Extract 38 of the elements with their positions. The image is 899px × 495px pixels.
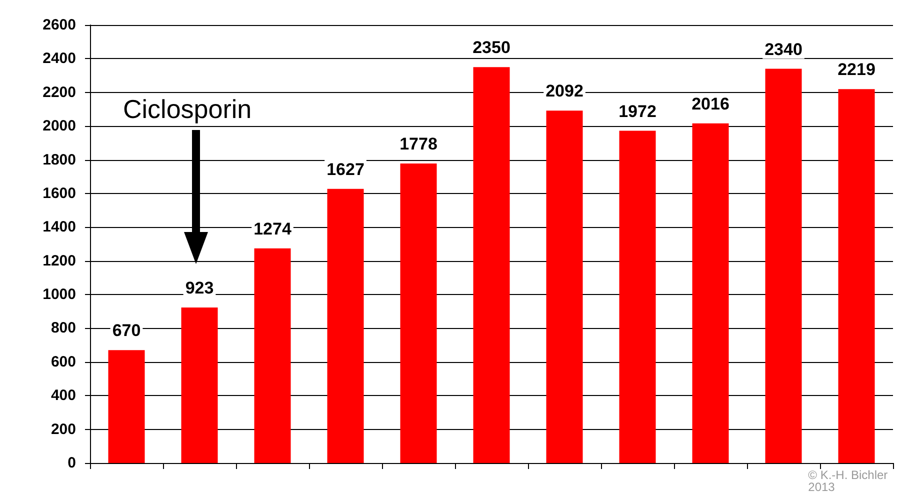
y-tick-label: 1800	[42, 151, 76, 168]
bar	[619, 130, 656, 463]
data-label: 2016	[692, 94, 730, 114]
bar	[765, 68, 802, 463]
y-tick-label: 2000	[42, 118, 76, 135]
bar	[108, 350, 145, 463]
y-tick-label: 1400	[42, 218, 76, 236]
y-tick-label: 1600	[42, 184, 76, 202]
data-label: 2350	[472, 38, 510, 58]
y-tick-label: 1000	[42, 286, 76, 304]
data-label: 923	[185, 278, 214, 298]
data-label: 1972	[618, 102, 656, 121]
data-label: 1627	[326, 160, 364, 179]
data-label: 2219	[838, 60, 876, 80]
annotation: Ciclosporin	[123, 94, 252, 124]
data-label: 1274	[254, 219, 292, 238]
bar	[254, 248, 291, 463]
bar	[546, 110, 583, 463]
y-tick-label: 2600	[42, 16, 76, 34]
bar	[838, 89, 875, 463]
y-tick-label: 200	[50, 420, 76, 438]
bar	[692, 123, 729, 463]
data-label: 2340	[764, 40, 802, 59]
data-label: 2092	[546, 82, 584, 101]
bar	[473, 67, 510, 463]
bar	[400, 163, 437, 463]
y-tick-label: 600	[50, 353, 76, 370]
y-tick-label: 0	[68, 454, 76, 472]
data-label: 670	[112, 321, 141, 340]
y-tick-label: 2200	[42, 84, 76, 101]
y-tick-label: 2400	[42, 50, 76, 68]
text: © K.-H. Bichler 2013	[808, 468, 891, 494]
y-tick-label: 1200	[42, 252, 76, 270]
bar	[327, 188, 364, 463]
y-tick-label: 800	[50, 320, 76, 337]
y-tick-label: 400	[50, 387, 76, 404]
bar	[181, 308, 218, 463]
data-label: 1778	[400, 134, 438, 154]
